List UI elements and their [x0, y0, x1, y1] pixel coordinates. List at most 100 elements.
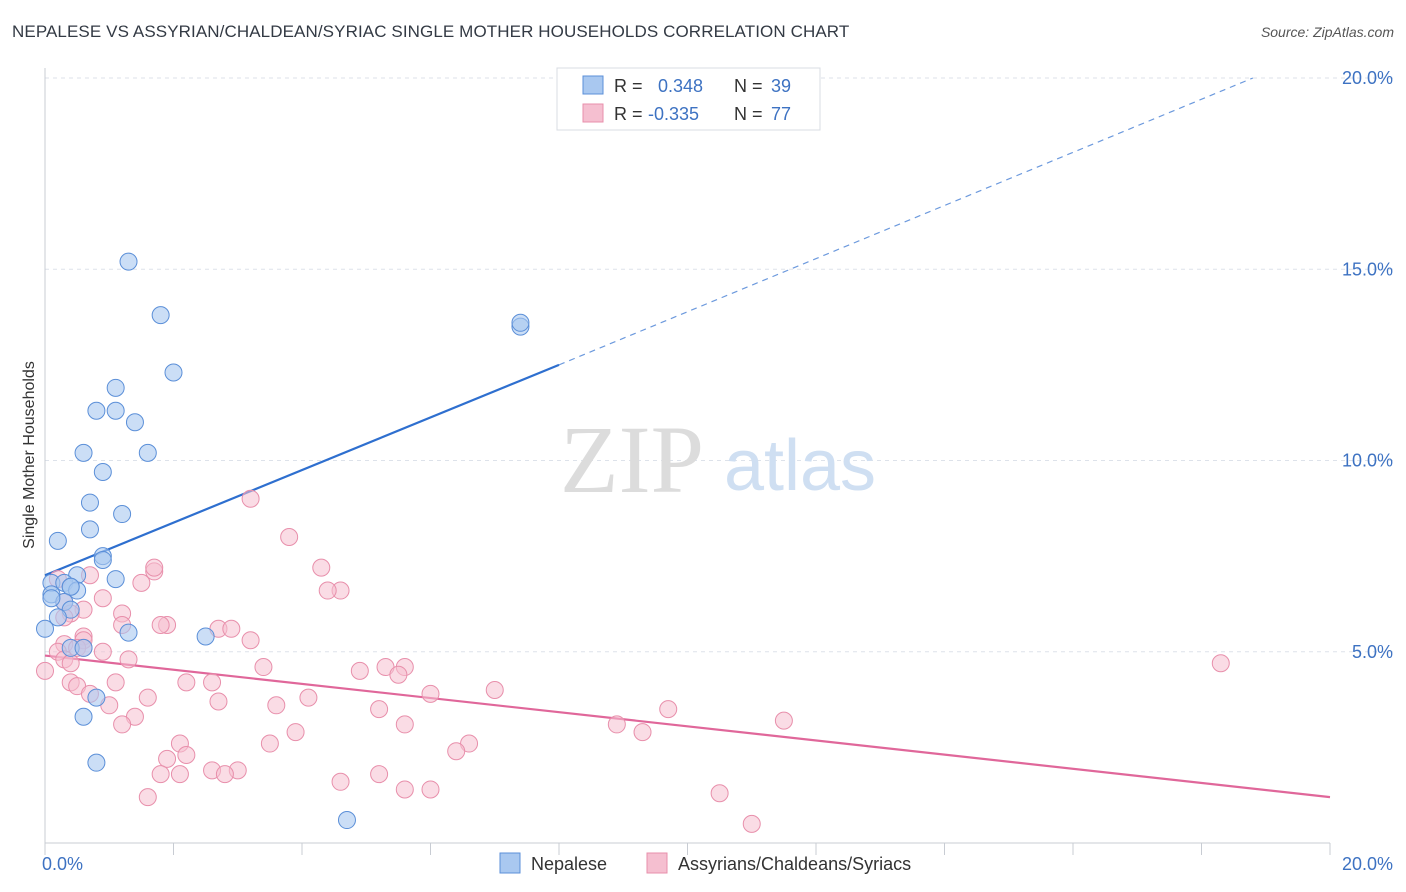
y-tick-label: 10.0% — [1342, 451, 1393, 471]
legend-swatch-nepalese — [499, 852, 521, 874]
data-point-assyrians — [106, 673, 125, 692]
data-point-assyrians — [659, 700, 678, 719]
data-point-assyrians — [485, 681, 504, 699]
legend-n-label-1: N = — [734, 76, 763, 96]
data-point-nepalese — [93, 462, 112, 481]
legend-n-label-2: N = — [734, 104, 763, 124]
data-point-nepalese — [138, 443, 157, 462]
data-point-nepalese — [106, 401, 125, 420]
data-point-assyrians — [145, 558, 164, 577]
x-tick-label: 0.0% — [42, 854, 83, 874]
data-point-assyrians — [113, 715, 132, 734]
legend-r-label-2: R = — [614, 104, 643, 124]
legend-swatch-blue — [582, 75, 604, 95]
data-point-assyrians — [1211, 654, 1230, 673]
data-point-nepalese — [113, 505, 132, 524]
data-point-assyrians — [286, 723, 305, 742]
data-point-assyrians — [158, 749, 177, 768]
legend-label-assyrians: Assyrians/Chaldeans/Syriacs — [678, 854, 911, 874]
legend-r-label-1: R = — [614, 76, 643, 96]
data-point-assyrians — [389, 665, 408, 684]
data-point-assyrians — [370, 700, 389, 719]
legend-n-value-2: 77 — [771, 104, 791, 124]
y-tick-label: 15.0% — [1342, 259, 1393, 279]
data-point-assyrians — [267, 696, 286, 715]
legend-r-value-1: 0.348 — [658, 76, 703, 96]
series-nepalese-points — [36, 252, 530, 830]
y-axis-tick-labels: 5.0% 10.0% 15.0% 20.0% — [1342, 68, 1393, 662]
watermark-atlas: atlas — [724, 426, 876, 506]
watermark: ZIP atlas — [560, 406, 876, 513]
data-point-assyrians — [119, 650, 138, 669]
data-point-assyrians — [177, 746, 196, 765]
data-point-assyrians — [421, 780, 440, 799]
data-point-assyrians — [241, 489, 260, 508]
data-point-assyrians — [170, 765, 189, 784]
data-point-assyrians — [318, 581, 337, 600]
data-point-assyrians — [774, 711, 793, 730]
data-point-nepalese — [42, 589, 61, 608]
data-point-nepalese — [80, 520, 99, 539]
trend-line-nepalese — [44, 363, 560, 577]
data-point-nepalese — [151, 306, 170, 325]
chart-title: NEPALESE VS ASSYRIAN/CHALDEAN/SYRIAC SIN… — [12, 22, 850, 41]
y-tick-label: 5.0% — [1352, 642, 1393, 662]
data-point-assyrians — [151, 615, 170, 634]
data-point-assyrians — [395, 780, 414, 799]
data-point-assyrians — [710, 784, 729, 803]
data-point-assyrians — [93, 642, 112, 661]
trend-lines — [44, 77, 1331, 799]
data-point-assyrians — [350, 661, 369, 680]
data-point-assyrians — [260, 734, 279, 753]
data-point-nepalese — [48, 531, 67, 550]
data-point-assyrians — [151, 765, 170, 784]
data-point-nepalese — [74, 638, 93, 657]
data-point-assyrians — [312, 558, 331, 577]
data-point-nepalese — [74, 443, 93, 462]
data-point-nepalese — [511, 313, 530, 332]
data-point-assyrians — [447, 742, 466, 761]
data-point-nepalese — [87, 688, 106, 707]
series-legend: Nepalese Assyrians/Chaldeans/Syriacs — [499, 852, 911, 874]
data-point-nepalese — [106, 570, 125, 589]
legend-swatch-pink — [582, 103, 604, 123]
data-point-assyrians — [209, 692, 228, 711]
x-tick-label: 20.0% — [1342, 854, 1393, 874]
data-point-nepalese — [106, 378, 125, 397]
data-point-assyrians — [177, 673, 196, 692]
trend-line-nepalese-extension — [558, 77, 1254, 366]
legend-label-nepalese: Nepalese — [531, 854, 607, 874]
x-axis-ticks — [44, 843, 1331, 855]
data-point-nepalese — [48, 608, 67, 627]
x-axis-tick-labels: 0.0% 20.0% — [42, 854, 1393, 874]
data-point-assyrians — [203, 673, 222, 692]
data-point-assyrians — [36, 661, 54, 680]
data-point-nepalese — [119, 623, 138, 642]
series-assyrians-points — [36, 489, 1230, 833]
data-point-assyrians — [633, 723, 652, 742]
data-point-nepalese — [87, 753, 106, 772]
data-point-nepalese — [196, 627, 215, 646]
y-tick-label: 20.0% — [1342, 68, 1393, 88]
legend-r-value-2: -0.335 — [648, 104, 699, 124]
data-point-nepalese — [74, 707, 93, 726]
data-point-assyrians — [254, 658, 273, 677]
data-point-assyrians — [421, 684, 440, 703]
data-point-nepalese — [93, 550, 112, 569]
data-point-assyrians — [742, 814, 761, 833]
data-point-nepalese — [36, 619, 54, 638]
trend-line-assyrians — [44, 654, 1331, 799]
data-point-assyrians — [132, 573, 151, 592]
data-point-assyrians — [395, 715, 414, 734]
data-point-nepalese — [87, 401, 106, 420]
grid-lines — [45, 77, 1395, 653]
data-point-assyrians — [93, 589, 112, 608]
data-point-assyrians — [241, 631, 260, 650]
data-point-assyrians — [299, 688, 318, 707]
data-point-assyrians — [138, 788, 157, 807]
stats-legend: R = 0.348 N = 39 R = -0.335 N = 77 — [556, 67, 821, 131]
data-point-assyrians — [280, 528, 299, 546]
data-point-assyrians — [61, 654, 80, 673]
watermark-zip: ZIP — [560, 406, 704, 513]
data-point-assyrians — [222, 619, 241, 638]
